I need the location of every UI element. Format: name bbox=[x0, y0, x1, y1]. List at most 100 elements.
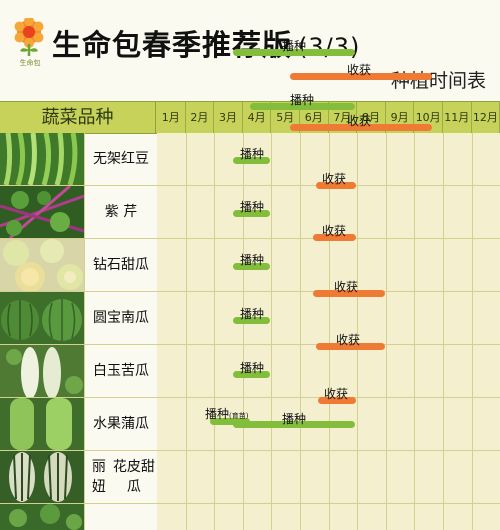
sowing-label: 播种 bbox=[240, 145, 264, 162]
sowing-bar bbox=[233, 210, 270, 217]
grid-line bbox=[471, 133, 473, 530]
harvest-label: 收获 bbox=[347, 112, 371, 129]
veg-column-header: 蔬菜品种 bbox=[0, 102, 156, 133]
grid-line bbox=[300, 133, 301, 530]
purple-celery-photo bbox=[0, 186, 84, 238]
harvest-bar bbox=[316, 182, 356, 189]
sowing-bar bbox=[210, 418, 250, 425]
harvest-bar bbox=[318, 397, 356, 404]
veg-name: 圆宝南瓜 bbox=[93, 310, 149, 326]
harvest-bar bbox=[313, 290, 385, 297]
grid-line bbox=[414, 133, 416, 530]
month-header: 5月 bbox=[271, 102, 300, 133]
logo-text: 生命包 bbox=[19, 59, 41, 67]
vine-photo bbox=[0, 504, 84, 530]
harvest-bar bbox=[316, 343, 385, 350]
sowing-bar bbox=[233, 157, 270, 164]
veg-name: 紫 芹 bbox=[104, 204, 138, 220]
harvest-label: 收获 bbox=[336, 331, 360, 348]
harvest-label: 收获 bbox=[334, 278, 358, 295]
month-header: 4月 bbox=[243, 102, 272, 133]
month-header: 9月 bbox=[386, 102, 415, 133]
veg-name: 白玉苦瓜 bbox=[93, 363, 149, 379]
grid-line bbox=[214, 133, 216, 530]
bar-label-text: 播种 bbox=[240, 253, 265, 267]
gourd-photo bbox=[0, 398, 84, 450]
title-part: (3/3) bbox=[298, 33, 361, 61]
sowing-bar bbox=[233, 421, 355, 428]
grid-line bbox=[443, 133, 444, 530]
table-row: 紫 芹 bbox=[0, 186, 157, 239]
bar-label-text: 播种 bbox=[282, 39, 307, 53]
harvest-label: 收获 bbox=[322, 222, 346, 239]
sowing-bar bbox=[233, 371, 270, 378]
month-header: 10月 bbox=[414, 102, 443, 133]
title-text: 生命包春季推荐版 bbox=[52, 28, 293, 62]
grid-line bbox=[328, 133, 330, 530]
grid-line bbox=[271, 133, 273, 530]
grid-line bbox=[185, 133, 187, 530]
harvest-bar bbox=[290, 73, 432, 80]
veg-name: 水果蒲瓜 bbox=[93, 416, 149, 432]
white-bitter-melon-photo bbox=[0, 345, 84, 397]
bar-label-text: 收获 bbox=[322, 172, 347, 186]
month-header: 6月 bbox=[300, 102, 329, 133]
veg-name-line: 丽 妞 bbox=[91, 459, 106, 495]
sowing-label: 播种 bbox=[240, 251, 264, 268]
bar-label-text: 播种 bbox=[282, 412, 307, 426]
grid-line bbox=[157, 450, 500, 451]
sowing-label: 播种 bbox=[240, 359, 264, 376]
diamond-melon-photo bbox=[0, 239, 84, 291]
harvest-label: 收获 bbox=[324, 385, 348, 402]
bar-label-text: 播种 bbox=[240, 361, 265, 375]
red-bean-photo bbox=[0, 133, 84, 185]
month-header: 11月 bbox=[443, 102, 472, 133]
month-header: 1月 bbox=[157, 102, 186, 133]
month-header: 12月 bbox=[472, 102, 500, 133]
month-header: 8月 bbox=[357, 102, 386, 133]
bar-label-text: 播种 bbox=[205, 407, 230, 421]
table-row bbox=[0, 504, 157, 530]
veg-name-line: 花皮甜瓜 bbox=[112, 459, 155, 495]
round-pumpkin-photo bbox=[0, 292, 84, 344]
month-header: 2月 bbox=[186, 102, 215, 133]
sowing-label: 播种 bbox=[240, 198, 264, 215]
sowing-bar bbox=[233, 49, 355, 56]
page-title: 生命包春季推荐版 (3/3) bbox=[52, 22, 360, 64]
table-row: 丽 妞花皮甜瓜 bbox=[0, 451, 157, 504]
harvest-label: 收获 bbox=[322, 170, 346, 187]
grid-line bbox=[242, 133, 244, 530]
table-row: 无架红豆 bbox=[0, 133, 157, 186]
bar-label-text: 收获 bbox=[334, 280, 359, 294]
table-row: 圆宝南瓜 bbox=[0, 292, 157, 345]
sowing-label: 播种 bbox=[290, 91, 314, 108]
page-header: 生命包 生命包春季推荐版 (3/3) 种植时间表 bbox=[0, 0, 500, 100]
grid-line bbox=[157, 503, 500, 504]
bar-label-text: 收获 bbox=[347, 114, 372, 128]
bar-label-text: 收获 bbox=[336, 333, 361, 347]
grid-line bbox=[357, 133, 359, 530]
sowing-label: 播种 bbox=[282, 410, 306, 427]
sowing-label: 播种 bbox=[282, 37, 306, 54]
harvest-bar bbox=[290, 124, 432, 131]
grid-line bbox=[385, 133, 387, 530]
table-row: 钻石甜瓜 bbox=[0, 239, 157, 292]
bar-note: (育苗) bbox=[229, 412, 249, 420]
sowing-bar bbox=[233, 317, 270, 324]
bar-label-text: 播种 bbox=[240, 307, 265, 321]
sowing-label: 播种(育苗) bbox=[205, 405, 248, 422]
bar-label-text: 收获 bbox=[322, 224, 347, 238]
sowing-bar bbox=[250, 103, 355, 110]
month-header: 7月 bbox=[329, 102, 358, 133]
veg-name: 无架红豆 bbox=[93, 151, 149, 167]
veg-name: 丽 妞花皮甜瓜 bbox=[86, 451, 156, 503]
harvest-bar bbox=[313, 234, 356, 241]
sunflower-logo-icon bbox=[14, 18, 44, 56]
bar-label-text: 播种 bbox=[290, 93, 315, 107]
planting-schedule-table: 蔬菜品种 1月 2月 3月 4月 5月 6月 7月 8月 9月 10月 11月 12月 无架红豆 bbox=[0, 39, 500, 530]
harvest-label: 收获 bbox=[347, 61, 371, 78]
veg-name: 钻石甜瓜 bbox=[93, 257, 149, 273]
veg-name bbox=[86, 504, 156, 530]
sowing-bar bbox=[233, 263, 270, 270]
month-header: 3月 bbox=[214, 102, 243, 133]
